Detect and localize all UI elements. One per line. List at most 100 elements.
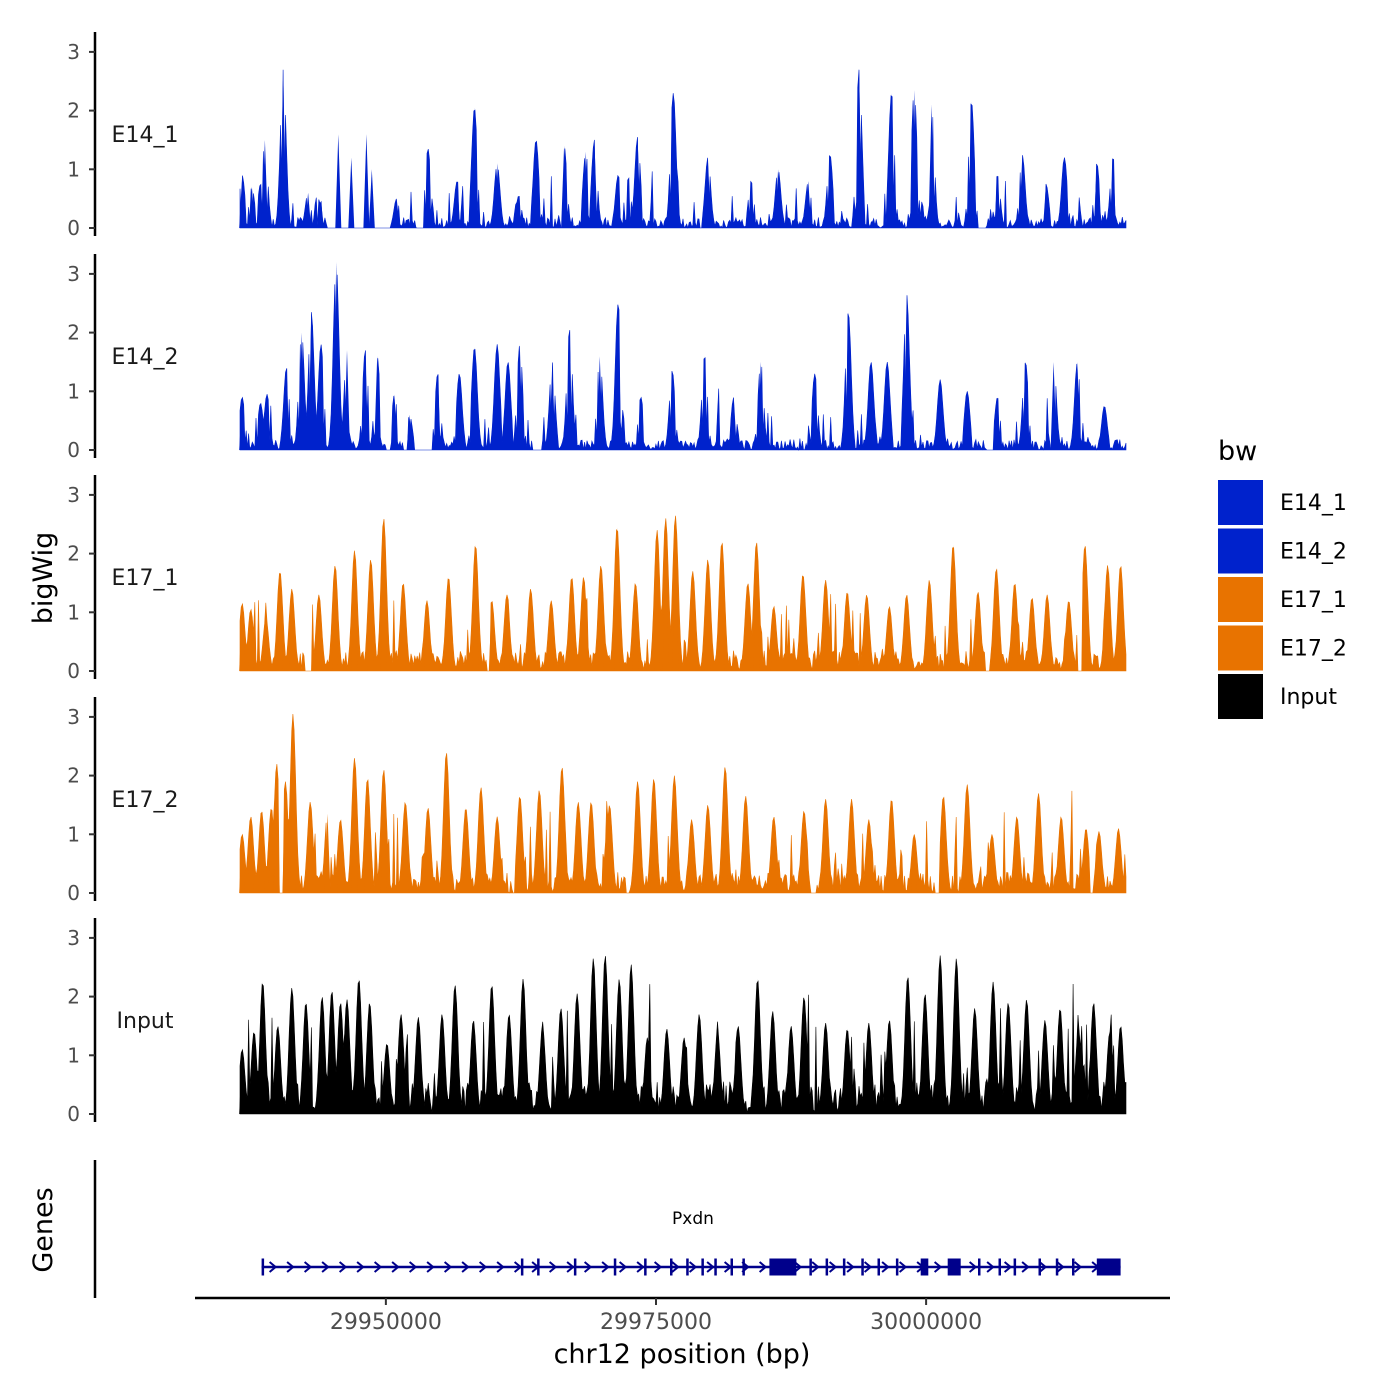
signal-peak	[324, 813, 331, 893]
signal-peak	[268, 807, 275, 893]
signal-peak	[597, 565, 604, 671]
gene-strand-arrow	[688, 1261, 698, 1273]
signal-peak	[748, 181, 755, 228]
signal-peak	[261, 139, 268, 228]
gene-strand-arrow	[338, 1261, 348, 1273]
signal-peak	[308, 312, 315, 450]
signal-peak	[527, 588, 534, 671]
signal-peak	[355, 979, 362, 1114]
signal-peak	[439, 1014, 446, 1114]
signal-peak	[470, 1020, 477, 1114]
y-tick-label: 1	[67, 157, 80, 181]
signal-peak	[1013, 816, 1020, 893]
signal-peak	[315, 594, 322, 671]
gene-label-pxdn: Pxdn	[672, 1209, 714, 1229]
track-label: E14_1	[112, 123, 179, 148]
y-tick-label: 0	[67, 216, 80, 240]
signal-peak	[1061, 157, 1068, 228]
gene-exon	[644, 1258, 647, 1276]
gene-strand-arrow	[408, 1261, 418, 1273]
signal-peak	[940, 796, 947, 893]
signal-peak	[366, 1002, 373, 1114]
signal-peak	[1065, 600, 1072, 671]
y-tick-label: 2	[67, 764, 80, 788]
track-panel-input: 0 1 2 3 Input	[67, 918, 1127, 1126]
x-axis-title: chr12 position (bp)	[554, 1339, 811, 1370]
gene-strand-arrow	[706, 1261, 715, 1273]
track-panel-e17-2: 0 1 2 3 E17_2	[67, 697, 1127, 905]
gene-strand-arrow	[1021, 1261, 1030, 1273]
signal-peak	[574, 993, 581, 1114]
track-panel-e17-1: 0 1 2 3 E17_1	[67, 475, 1127, 683]
signal-peak	[662, 518, 669, 671]
y-tick-label: 3	[67, 483, 80, 507]
signal-peak	[799, 574, 806, 671]
signal-peak	[332, 565, 339, 671]
signal-peak	[888, 93, 895, 228]
gene-strand-arrow	[461, 1261, 470, 1273]
gene-strand-arrow	[583, 1261, 593, 1273]
gene-strand-arrow	[426, 1261, 435, 1273]
gene-exon	[998, 1258, 1001, 1276]
y-tick-label: 0	[67, 659, 80, 683]
signal-peak	[380, 518, 387, 671]
signal-peak	[328, 990, 335, 1114]
signal-area-input	[239, 955, 1127, 1115]
signal-peak	[654, 530, 661, 671]
signal-peak	[926, 580, 933, 671]
signal-peak	[506, 1014, 512, 1114]
track-label: E17_2	[112, 788, 179, 813]
signal-peak	[1093, 163, 1100, 228]
signal-peak	[904, 976, 911, 1114]
gene-strand-arrow	[373, 1261, 383, 1273]
signal-peak	[400, 583, 407, 671]
signal-peak	[632, 583, 639, 671]
signal-peak	[848, 799, 855, 893]
signal-peak	[1050, 361, 1057, 450]
signal-peak	[344, 350, 350, 450]
signal-peak	[351, 758, 358, 893]
gene-exon	[261, 1258, 265, 1276]
gene-exon	[701, 1258, 704, 1276]
signal-peak	[262, 618, 269, 671]
signal-peak	[1043, 184, 1049, 228]
signal-peak	[822, 580, 829, 671]
gene-exon	[730, 1258, 733, 1276]
signal-peak	[251, 1031, 257, 1114]
signal-peak	[239, 397, 246, 450]
gene-exon	[613, 1258, 617, 1276]
signal-peak	[559, 766, 565, 893]
signal-peak	[434, 373, 441, 450]
gene-strand-arrow	[268, 1261, 278, 1273]
signal-area-e17-1	[239, 515, 1127, 672]
legend-swatch	[1218, 674, 1263, 719]
signal-peak	[568, 577, 575, 671]
signal-peak	[742, 796, 749, 893]
gene-strand-arrow	[933, 1261, 943, 1273]
signal-peak	[423, 600, 430, 671]
signal-peak	[239, 834, 246, 893]
signal-peak	[1023, 999, 1030, 1114]
signal-peak	[1083, 828, 1089, 893]
gene-model-pxdn	[261, 1258, 1121, 1276]
gene-strand-arrow	[1003, 1261, 1013, 1273]
genes-axis-title: Genes	[28, 1187, 59, 1272]
signal-peak	[364, 778, 371, 893]
signal-peak	[634, 137, 641, 228]
signal-peak	[822, 1023, 829, 1114]
gene-strand-arrow	[618, 1261, 628, 1273]
signal-peak	[1115, 828, 1122, 893]
signal-peak	[280, 69, 287, 228]
signal-peak	[989, 834, 995, 893]
x-tick-label: 29950000	[330, 1310, 442, 1335]
signal-peak	[452, 984, 458, 1114]
signal-peak	[964, 784, 971, 893]
signal-peak	[670, 93, 677, 228]
signal-peak	[868, 361, 874, 450]
signal-peak	[822, 799, 829, 893]
signal-peak	[1057, 1008, 1064, 1114]
signal-peak	[580, 577, 587, 671]
gene-strand-arrow	[968, 1261, 978, 1273]
signal-peak	[516, 344, 523, 450]
gene-exon	[742, 1258, 745, 1276]
